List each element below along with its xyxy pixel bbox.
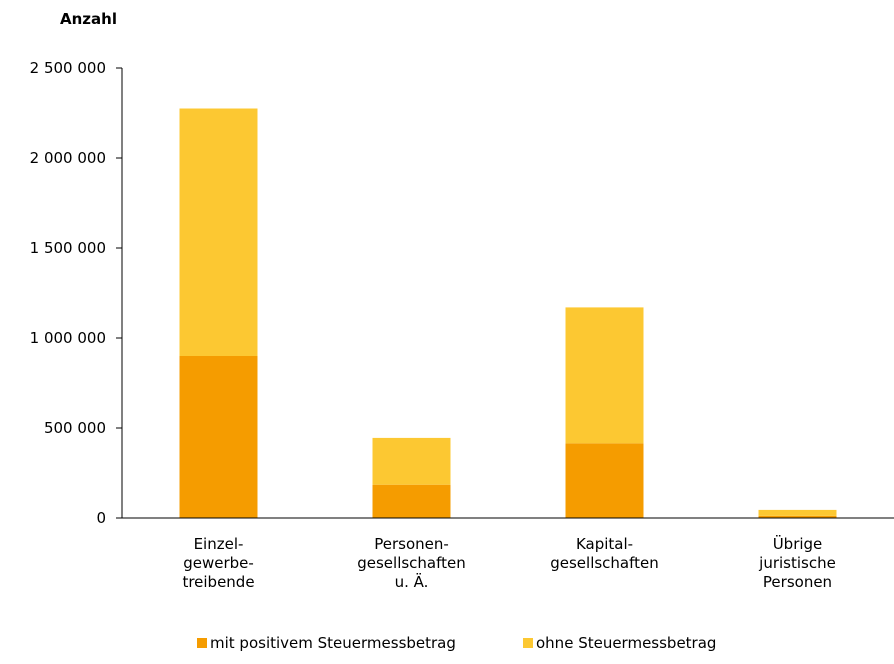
legend-label: ohne Steuermessbetrag: [536, 634, 716, 652]
y-tick-label: 1 500 000: [30, 239, 106, 257]
x-category-label-line: Kapital-: [576, 535, 633, 553]
x-category-label: Übrige juristische Personen: [758, 534, 836, 591]
y-tick-label: 1 000 000: [30, 329, 106, 347]
legend-label: mit positivem Steuermessbetrag: [210, 634, 456, 652]
x-category-label-line: Übrige: [773, 534, 823, 553]
x-category-label-line: u. Ä.: [395, 572, 429, 591]
bar-segment-positive: [372, 484, 451, 518]
y-axis-ticks: 0 500 000 1 000 000 1 500 000 2 000 000 2 500…: [30, 59, 122, 527]
x-category-label-line: Personen-: [374, 535, 449, 553]
bars-group: [179, 108, 837, 518]
y-tick-label: 500 000: [44, 419, 106, 437]
bar-segment-positive: [565, 443, 644, 518]
legend-swatch: [523, 638, 533, 648]
bar-segment-without: [179, 108, 258, 356]
y-tick-label: 0: [96, 509, 106, 527]
y-tick-label: 2 000 000: [30, 149, 106, 167]
x-category-label-line: gesellschaften: [550, 554, 659, 572]
y-tick-label: 2 500 000: [30, 59, 106, 77]
x-category-label-line: juristische: [758, 554, 836, 572]
x-category-label-line: gesellschaften: [357, 554, 466, 572]
bar-segment-without: [565, 307, 644, 444]
bar-segment-positive: [758, 515, 837, 518]
x-category-label: Kapital-gesellschaften: [550, 535, 659, 572]
bar-segment-without: [758, 509, 837, 516]
x-category-label-line: Personen: [763, 573, 832, 591]
x-category-label-line: Einzel-: [194, 535, 244, 553]
legend: mit positivem Steuermessbetrag ohne Steue…: [197, 634, 716, 652]
x-category-label-line: treibende: [182, 573, 254, 591]
legend-swatch: [197, 638, 207, 648]
bar-segment-without: [372, 437, 451, 485]
x-category-label: Personen-gesellschaften u. Ä.: [357, 535, 466, 591]
x-axis-labels: Einzel-gewerbe-treibende Personen-gesells…: [182, 534, 835, 591]
x-category-label-line: gewerbe-: [183, 554, 254, 572]
bar-segment-positive: [179, 356, 258, 518]
y-axis-unit-label: Anzahl: [60, 10, 117, 28]
x-category-label: Einzel-gewerbe-treibende: [182, 535, 254, 591]
